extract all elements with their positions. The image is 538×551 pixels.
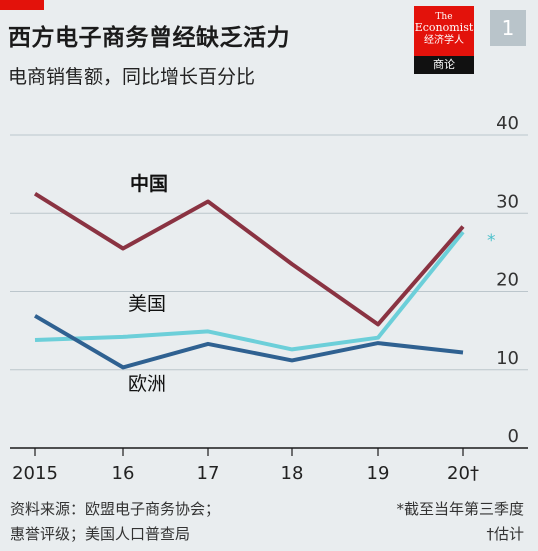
logo-text-chinese: 经济学人 (424, 35, 464, 46)
logo-subbrand: 商论 (414, 56, 474, 74)
chart-title: 西方电子商务曾经缺乏活力 (8, 25, 290, 51)
x-tick-label: 2015 (12, 463, 58, 484)
x-tick-label: 17 (197, 463, 220, 484)
chart-subtitle: 电商销售额，同比增长百分比 (8, 66, 256, 88)
footnote-line-2: †估计 (486, 525, 524, 543)
logo-text-the: The (435, 12, 453, 22)
x-tick-label: 19 (367, 463, 390, 484)
series-label-europe: 欧洲 (128, 373, 166, 395)
footnote: *截至当年第三季度 †估计 (396, 497, 524, 547)
series-label-china: 中国 (130, 172, 168, 195)
y-tick-label: 20 (496, 270, 519, 291)
x-tick-label: 20† (447, 463, 479, 484)
y-tick-label: 40 (496, 113, 519, 134)
y-tick-label: 0 (508, 426, 519, 447)
estimate-asterisk: * (487, 231, 496, 251)
source-line-1: 资料来源：欧盟电子商务协会； (10, 500, 221, 518)
y-tick-label: 10 (496, 348, 519, 369)
series-line-usa (34, 230, 465, 352)
accent-bar (0, 0, 44, 10)
series-line-china (33, 192, 465, 327)
footnote-line-1: *截至当年第三季度 (396, 500, 524, 518)
logo-text-economist: Economist (414, 21, 474, 34)
x-tick-label: 18 (281, 463, 304, 484)
series-label-usa: 美国 (128, 293, 166, 315)
series-line-europe (33, 314, 464, 370)
source-note: 资料来源：欧盟电子商务协会； 惠誉评级；美国人口普查局 (10, 497, 220, 547)
y-tick-label: 30 (496, 191, 519, 212)
economist-logo: The Economist 经济学人 商论 (414, 6, 474, 74)
chart-number-badge: 1 (490, 10, 526, 46)
logo-red-block: The Economist 经济学人 (414, 6, 474, 56)
source-line-2: 惠誉评级；美国人口普查局 (10, 525, 191, 543)
x-tick-label: 16 (112, 463, 135, 484)
